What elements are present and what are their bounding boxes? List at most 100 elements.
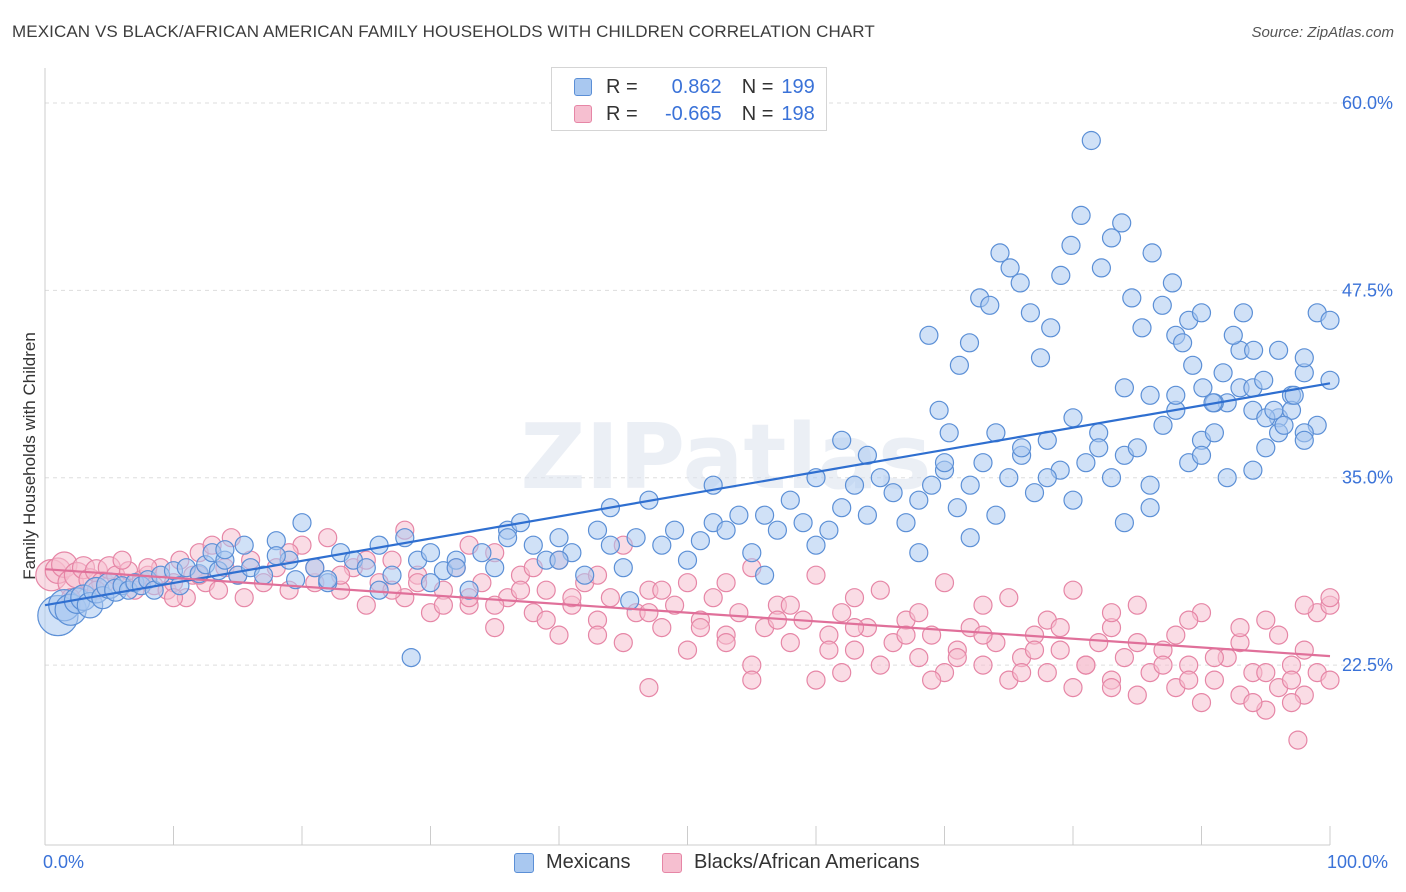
black-african-american-point [652, 617, 672, 638]
black-african-american-point [356, 595, 376, 615]
black-african-american-point [896, 625, 916, 645]
mexican-point [664, 520, 685, 540]
mexican-point [523, 535, 543, 555]
black-african-american-point [844, 640, 865, 660]
legend-item-blacks[interactable]: Blacks/African Americans [662, 851, 920, 874]
mexican-point [1112, 213, 1132, 233]
mexican-point [1030, 348, 1051, 368]
mexican-point [420, 573, 441, 593]
black-african-american-point [921, 625, 942, 645]
black-african-american-point [1101, 677, 1122, 698]
black-african-american-point [716, 632, 736, 653]
x-min-label: 0.0% [43, 852, 85, 872]
y-tick-label: 22.5% [1342, 655, 1393, 675]
black-african-american-point [677, 640, 698, 660]
black-african-american-point [1037, 662, 1057, 683]
mexican-point [1243, 460, 1263, 480]
mexican-point [1063, 490, 1083, 510]
mexican-point [1172, 333, 1193, 353]
mexican-point [1020, 303, 1041, 323]
black-african-american-point [536, 580, 556, 600]
black-african-american-point [536, 610, 556, 630]
mexican-point [401, 647, 421, 668]
mexican-point [909, 490, 929, 510]
black-african-american-point [690, 617, 711, 638]
black-african-american-point [1281, 670, 1302, 690]
mexican-point [1127, 438, 1147, 458]
mexican-point [819, 520, 839, 540]
mexican-point [1140, 498, 1160, 518]
y-axis-title: Family Households with Children [20, 332, 39, 580]
black-african-american-point [639, 677, 659, 698]
n-label: N = [741, 75, 774, 98]
mexican-point [369, 535, 389, 555]
black-african-american-point [1114, 647, 1135, 668]
mexican-point [1091, 258, 1112, 278]
black-african-american-point [1089, 632, 1109, 653]
mexican-point [690, 531, 711, 551]
chart-source: Source: ZipAtlas.com [1251, 24, 1394, 41]
black-african-american-point [1179, 670, 1199, 690]
black-african-american-point [999, 588, 1019, 608]
black-african-american-point [1243, 692, 1263, 713]
black-african-american-point [234, 588, 254, 608]
mexican-point [919, 325, 939, 345]
mexican-point [832, 430, 852, 450]
mexican-point [716, 520, 736, 540]
mexican-point [620, 591, 640, 611]
black-african-american-point [1050, 640, 1070, 660]
black-african-american-point [208, 580, 229, 600]
mexican-point [587, 520, 608, 540]
mexican-point [1233, 303, 1254, 323]
mexican-point [1183, 355, 1203, 375]
mexican-point [613, 558, 633, 578]
blue-swatch [574, 78, 592, 96]
black-african-american-point [973, 595, 993, 615]
black-african-american-point [1050, 617, 1070, 638]
mexican-point [652, 535, 672, 555]
mexican-point [1037, 468, 1057, 488]
mexican-point [947, 498, 967, 518]
mexican-point [1114, 513, 1135, 533]
trend-layer [44, 382, 1331, 658]
mexican-point [1193, 378, 1213, 398]
black-african-american-point [1063, 580, 1083, 600]
mexican-point [1217, 468, 1237, 488]
legend-item-mexicans[interactable]: Mexicans [514, 851, 630, 874]
black-african-american-point [587, 625, 608, 645]
mexican-point [286, 570, 306, 590]
mexican-point [806, 535, 826, 555]
mexican-point [729, 505, 749, 525]
mexican-point [921, 475, 942, 495]
mexican-point [754, 505, 775, 525]
black-african-american-point [832, 603, 852, 623]
black-african-american-point [1268, 625, 1289, 645]
mexican-point [318, 570, 338, 590]
y-tick-label: 47.5% [1342, 280, 1393, 300]
black-african-american-point [844, 617, 865, 638]
mexican-point [1076, 453, 1096, 473]
mexican-point [999, 468, 1019, 488]
black-african-american-point [806, 670, 826, 690]
legend-label: Mexicans [546, 851, 631, 873]
black-african-american-point [639, 603, 659, 623]
mexican-point [1204, 423, 1225, 443]
black-african-american-point [934, 573, 955, 593]
black-african-american-point [780, 595, 800, 615]
mexican-point [939, 423, 959, 443]
black-african-american-point [780, 632, 800, 653]
mexican-point [1256, 438, 1276, 458]
r-label: R = [606, 102, 638, 125]
mexican-point [498, 528, 518, 548]
black-african-american-point [485, 617, 505, 638]
mexican-point [1162, 273, 1183, 293]
black-african-american-point [549, 625, 569, 645]
black-african-american-point [562, 588, 582, 608]
mexican-point [857, 445, 878, 465]
black-african-american-point [742, 670, 762, 690]
mexican-point [1140, 385, 1160, 405]
mexican-point [420, 543, 441, 563]
mexican-point [1320, 310, 1340, 330]
black-african-american-point [613, 632, 633, 653]
mexican-point [549, 550, 569, 570]
